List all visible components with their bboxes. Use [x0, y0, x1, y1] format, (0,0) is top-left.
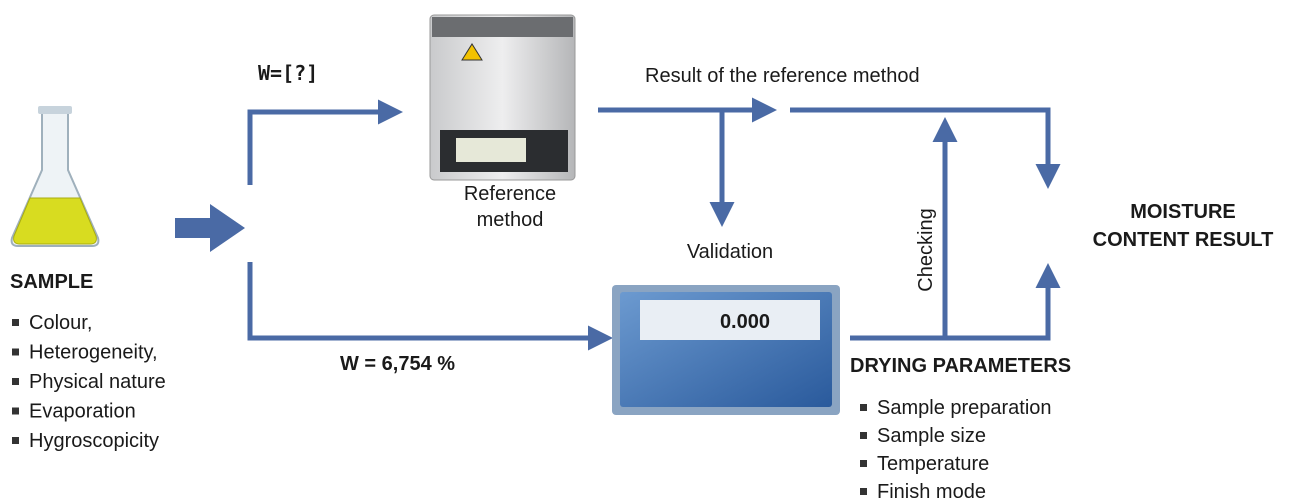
flask-icon — [10, 106, 100, 247]
checking-label: Checking — [915, 208, 937, 291]
list-item: Temperature — [877, 453, 989, 475]
bullet — [860, 432, 867, 439]
sample-title: SAMPLE — [10, 271, 93, 293]
list-item: Hygroscopicity — [29, 430, 159, 452]
oven-image — [429, 14, 576, 181]
list-item: Physical nature — [29, 371, 166, 393]
bullet — [860, 404, 867, 411]
bullet — [12, 348, 19, 356]
reference-label: Reference — [464, 183, 556, 205]
bullet — [12, 378, 19, 385]
flow-arrow — [247, 99, 403, 185]
drying-title: DRYING PARAMETERS — [850, 355, 1071, 377]
moisture-label: CONTENT RESULT — [1093, 229, 1274, 251]
measured-label: W = 6,754 % — [340, 353, 455, 375]
bullet — [12, 437, 19, 444]
flow-arrow — [247, 262, 613, 351]
flow-arrow — [850, 263, 1061, 341]
bullet — [12, 319, 19, 326]
list-item: Finish mode — [877, 481, 986, 503]
validation-label: Validation — [687, 241, 773, 263]
list-item: Sample size — [877, 425, 986, 447]
moisture-label: MOISTURE — [1130, 201, 1236, 223]
unknown-label: W=[?] — [258, 61, 318, 85]
bullet — [12, 407, 19, 415]
flow-arrow — [790, 107, 1061, 189]
display-value: 0.000 — [720, 311, 770, 333]
list-item: Heterogeneity, — [29, 342, 158, 364]
list-item: Colour, — [29, 312, 92, 334]
input-arrow — [175, 204, 245, 252]
result-label: Result of the reference method — [645, 65, 920, 87]
list-item: Evaporation — [29, 401, 136, 423]
reference-label: method — [477, 209, 544, 231]
bullet — [860, 488, 867, 495]
balance-image: 0.000 — [612, 285, 840, 415]
bullet — [860, 460, 867, 467]
list-item: Sample preparation — [877, 397, 1052, 419]
